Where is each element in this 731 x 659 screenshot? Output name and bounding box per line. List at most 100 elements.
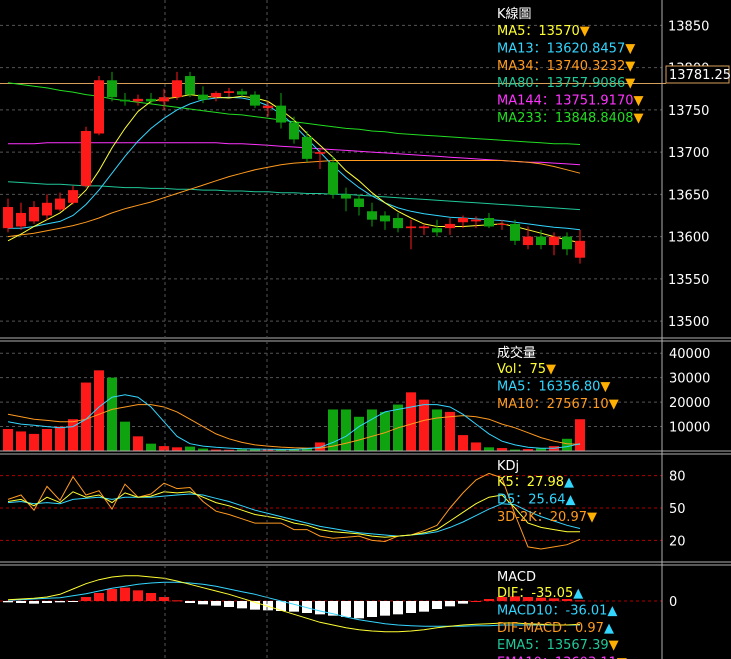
price-tick-label: 13650 [668, 188, 709, 203]
volume-bar [575, 419, 585, 451]
volume-bar [107, 377, 117, 451]
candle-body [250, 94, 260, 106]
price-legend: MA5：13570▼ MA13：13620.8457▼ MA34：13740.323… [497, 24, 644, 126]
volume-ma10-line [7, 404, 581, 449]
macd-histogram-bar [471, 601, 481, 602]
volume-bar [562, 438, 572, 451]
volume-bar [29, 433, 39, 451]
legend-entry: DIF：-35.05▲ [497, 586, 583, 601]
macd-histogram-bar [380, 601, 390, 616]
volume-bar [406, 392, 416, 451]
legend-arrow: ▼ [617, 656, 627, 659]
legend-entry: MA233：13848.8408▼ [497, 111, 644, 126]
volume-bar [471, 442, 481, 451]
macd-histogram-bar [575, 600, 585, 602]
ma34-line [7, 160, 581, 238]
candle-body [3, 207, 13, 229]
volume-bar [94, 370, 104, 451]
volume-bar [367, 409, 377, 451]
volume-bar [211, 449, 221, 451]
volume-bar [146, 443, 156, 451]
volume-bar [289, 449, 299, 451]
macd-histogram-bar [250, 601, 260, 610]
legend-entry: MA5：13570▼ [497, 24, 590, 39]
legend-arrow: ▼ [609, 638, 619, 653]
price-tick-label: 13600 [668, 231, 709, 246]
candle-body [549, 236, 559, 246]
volume-bar [198, 448, 208, 451]
volume-bar [250, 449, 260, 451]
macd-histogram-bar [406, 601, 416, 613]
candle-body [68, 190, 78, 203]
candle-body [458, 218, 468, 223]
volume-bar [536, 448, 546, 451]
price-tick-label: 13500 [668, 315, 709, 330]
macd-histogram-bar [55, 601, 65, 603]
candle-body [354, 198, 364, 208]
macd-histogram-bar [185, 601, 195, 603]
macd-histogram-bar [237, 601, 247, 609]
volume-bar [185, 446, 195, 451]
macd-histogram-bar [146, 593, 156, 601]
volume-tick-label: 10000 [669, 421, 710, 436]
price-tick-label: 13850 [668, 19, 709, 34]
volume-bar [354, 416, 364, 451]
candle-body [172, 80, 182, 98]
kdj-panel-title: KDj [497, 459, 519, 474]
legend-entry: MA10：27567.10▼ [497, 397, 619, 412]
macd-histogram-bar [29, 601, 39, 604]
candle-body [445, 223, 455, 229]
candle-body [523, 236, 533, 246]
macd-histogram-bar [315, 601, 325, 615]
macd-histogram-bar [458, 601, 468, 604]
macd-histogram-bar [510, 596, 520, 601]
candle-body [237, 91, 247, 95]
kdj-tick-label: 20 [669, 534, 686, 549]
candle-body [497, 223, 507, 225]
candle-body [276, 105, 286, 123]
candle-body [29, 207, 39, 222]
volume-bar [510, 449, 520, 451]
legend-arrow: ▲ [573, 586, 583, 601]
volume-bar [68, 419, 78, 451]
volume-bar [133, 436, 143, 451]
volume-tick-label: 30000 [669, 372, 710, 387]
macd-histogram-bar [354, 601, 364, 619]
volume-bar [172, 447, 182, 451]
legend-entry: Vol：75▼ [497, 362, 556, 377]
volume-ma5-line [7, 394, 581, 450]
volume-tick-label: 40000 [669, 347, 710, 362]
legend-entry: MA13：13620.8457▼ [497, 41, 635, 56]
volume-panel [0, 352, 662, 451]
macd-panel [0, 575, 662, 633]
legend-arrow: ▼ [587, 510, 597, 525]
candle-body [55, 198, 65, 210]
candle-body [471, 219, 481, 222]
macd-histogram-bar [81, 597, 91, 601]
candle-body [42, 202, 52, 216]
macd-histogram-bar [276, 601, 286, 611]
volume-bar [458, 435, 468, 451]
legend-entry: MA5：16356.80▼ [497, 379, 610, 394]
candle-body [120, 99, 130, 102]
macd-histogram-bar [172, 600, 182, 602]
candle-body [406, 226, 416, 229]
candle-body [107, 80, 117, 98]
volume-bar [328, 409, 338, 451]
legend-arrow: ▼ [634, 111, 644, 126]
volume-bar [341, 409, 351, 451]
candle-body [380, 215, 390, 222]
kdj-legend: K5：27.98▲ D5：25.64▲ 3D-2K：20.97▼ [497, 475, 597, 525]
legend-entry: EMA5：13567.39▼ [497, 638, 619, 653]
price-scale: 1385013800137501370013650136001355013500… [668, 19, 710, 610]
volume-bar [302, 448, 312, 451]
candle-body [536, 236, 546, 246]
candle-body [341, 194, 351, 199]
legend-entry: DIF-MACD：0.97▲ [497, 621, 614, 636]
macd-histogram-bar [3, 601, 13, 603]
candle-body [224, 91, 234, 93]
macd-histogram-bar [159, 597, 169, 601]
macd-histogram-bar [198, 601, 208, 605]
macd-histogram-bar [133, 590, 143, 601]
